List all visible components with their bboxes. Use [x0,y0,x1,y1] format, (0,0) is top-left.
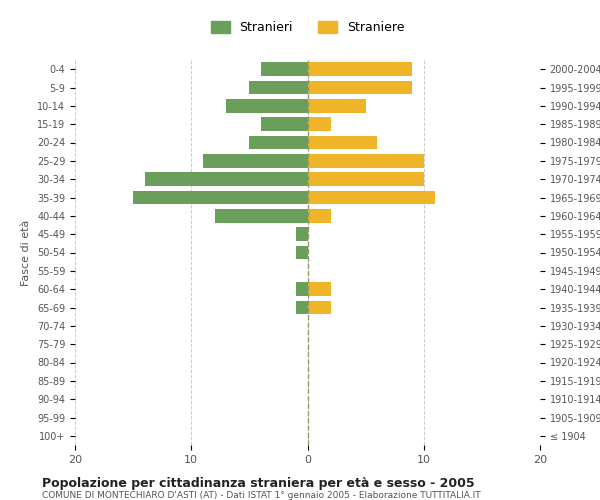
Bar [308,209,331,222]
Bar [250,136,308,149]
Bar [296,246,308,260]
Bar [261,62,308,76]
Bar [145,172,308,186]
Legend: Stranieri, Straniere: Stranieri, Straniere [206,16,409,39]
Bar [308,282,331,296]
Bar [296,300,308,314]
Bar [308,118,331,131]
Bar [308,80,412,94]
Bar [226,99,308,112]
Bar [250,80,308,94]
Text: COMUNE DI MONTECHIARO D'ASTI (AT) - Dati ISTAT 1° gennaio 2005 - Elaborazione TU: COMUNE DI MONTECHIARO D'ASTI (AT) - Dati… [42,491,481,500]
Bar [308,172,424,186]
Bar [296,228,308,241]
Bar [308,62,412,76]
Bar [215,209,308,222]
Text: Popolazione per cittadinanza straniera per età e sesso - 2005: Popolazione per cittadinanza straniera p… [42,478,475,490]
Y-axis label: Fasce di età: Fasce di età [22,220,31,286]
Bar [133,190,308,204]
Bar [296,282,308,296]
Bar [308,136,377,149]
Bar [308,99,365,112]
Bar [203,154,308,168]
Bar [308,300,331,314]
Bar [261,118,308,131]
Bar [308,154,424,168]
Bar [308,190,436,204]
